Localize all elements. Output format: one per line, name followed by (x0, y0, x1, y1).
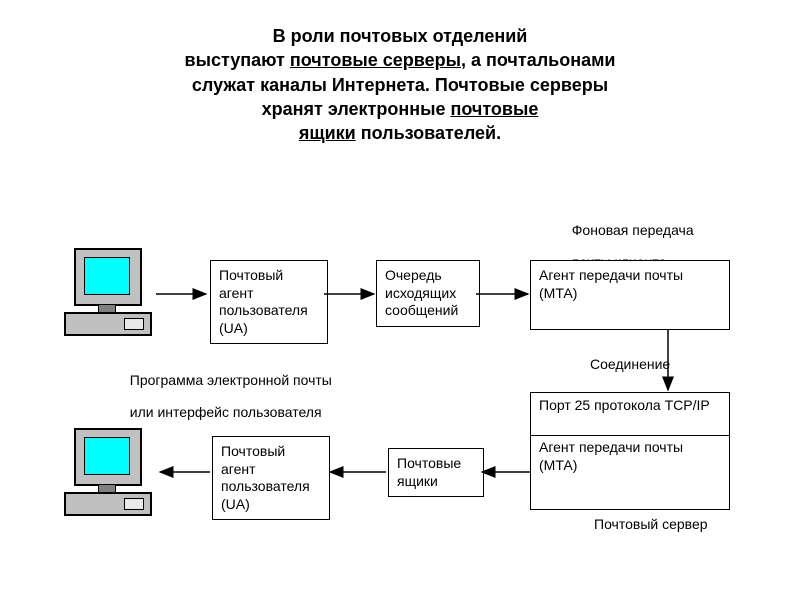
node-ua-receiver: Почтовый агент пользователя (UA) (212, 436, 330, 520)
screen-icon (84, 437, 130, 475)
label-bg-transfer-l1: Фоновая передача (572, 222, 694, 238)
label-program: Программа электронной почты или интерфей… (122, 356, 332, 420)
system-unit-icon (64, 312, 152, 336)
node-ua-sender: Почтовый агент пользователя (UA) (210, 260, 328, 344)
monitor-icon (74, 428, 142, 486)
title-line-2: выступают почтовые серверы, а почтальона… (185, 50, 616, 70)
page-title: В роли почтовых отделений выступают почт… (0, 24, 800, 145)
node-mail-server: Порт 25 протокола TCP/IP Агент передачи … (530, 392, 730, 510)
title-line-4: хранят электронные почтовые (262, 99, 539, 119)
title-line-5: ящики пользователей. (299, 123, 501, 143)
node-mailboxes: Почтовые ящики (388, 448, 484, 497)
computer-receiver-icon (62, 428, 152, 518)
label-program-l2: или интерфейс пользователя (130, 404, 322, 420)
node-mta-2: Агент передачи почты (МТА) (531, 435, 729, 478)
label-mail-server: Почтовый сервер (594, 516, 708, 532)
system-unit-icon (64, 492, 152, 516)
computer-sender-icon (62, 248, 152, 338)
node-port25: Порт 25 протокола TCP/IP (531, 393, 718, 419)
title-line-3: служат каналы Интернета. Почтовые сервер… (192, 75, 608, 95)
title-line-1: В роли почтовых отделений (273, 26, 528, 46)
monitor-icon (74, 248, 142, 306)
node-queue: Очередь исходящих сообщений (376, 260, 480, 327)
label-connection: Соединение (590, 356, 670, 372)
screen-icon (84, 257, 130, 295)
label-program-l1: Программа электронной почты (130, 372, 332, 388)
node-mta-1: Агент передачи почты (МТА) (530, 260, 730, 330)
